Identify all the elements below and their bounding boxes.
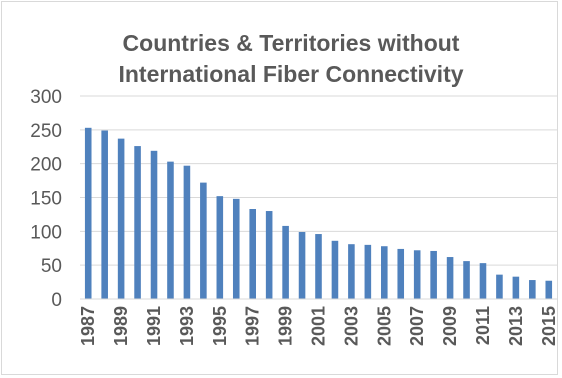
- bar: [232, 198, 240, 299]
- bar: [545, 280, 553, 299]
- x-tick-label: 1995: [210, 306, 230, 346]
- bar: [430, 250, 437, 299]
- x-tick-label: 1991: [144, 306, 164, 346]
- x-tick-label: 2003: [341, 306, 361, 346]
- bar: [216, 196, 224, 299]
- x-tick-label: 1997: [243, 306, 263, 346]
- x-tick-label: 2015: [539, 306, 559, 346]
- bar: [183, 165, 191, 299]
- bar: [413, 250, 421, 299]
- bar: [463, 261, 470, 299]
- x-tick-label: 1993: [177, 306, 197, 346]
- y-tick-label: 150: [30, 189, 62, 210]
- bar: [117, 138, 125, 299]
- bar: [84, 127, 92, 299]
- y-tick-label: 50: [41, 256, 62, 277]
- chart-title-line-1: Countries & Territories without: [122, 30, 460, 56]
- bar: [364, 244, 372, 299]
- bar: [249, 209, 256, 299]
- bar: [150, 150, 158, 299]
- bar: [298, 232, 306, 299]
- x-tick-label: 1987: [78, 306, 98, 346]
- bar: [446, 257, 454, 299]
- x-tick-label: 2011: [473, 306, 493, 345]
- y-tick-label: 100: [30, 222, 62, 243]
- x-tick-label: 2013: [506, 306, 526, 346]
- y-tick-label: 300: [30, 87, 62, 108]
- y-tick-label: 250: [30, 121, 62, 142]
- x-tick-label: 2007: [407, 306, 427, 346]
- bar: [331, 240, 339, 299]
- x-tick-label: 2001: [309, 306, 329, 346]
- bar: [496, 274, 503, 299]
- x-tick-label: 1989: [111, 306, 131, 346]
- bar: [397, 248, 405, 299]
- bar: [200, 182, 207, 299]
- bar: [315, 234, 322, 299]
- x-tick-label: 2005: [374, 306, 394, 346]
- bar: [101, 130, 108, 299]
- bar: [479, 263, 487, 299]
- bar: [512, 276, 520, 299]
- chart-title: Countries & Territories without Internat…: [0, 28, 562, 90]
- y-tick-label: 200: [30, 155, 62, 176]
- x-tick-label: 1999: [276, 306, 296, 346]
- chart-title-line-2: International Fiber Connectivity: [118, 61, 464, 87]
- bar: [167, 161, 174, 299]
- bar: [265, 211, 273, 299]
- bar: [381, 246, 388, 299]
- x-tick-label: 2009: [440, 306, 460, 346]
- bar: [529, 280, 536, 299]
- bar: [282, 225, 289, 299]
- bar: [134, 146, 141, 299]
- bar: [348, 244, 355, 299]
- y-tick-label: 0: [51, 290, 62, 311]
